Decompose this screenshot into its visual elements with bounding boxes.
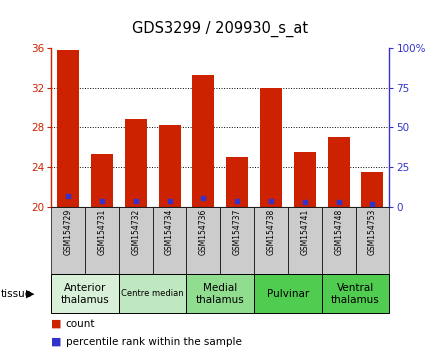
Bar: [356, 207, 389, 274]
Text: Anterior
thalamus: Anterior thalamus: [61, 283, 109, 305]
Bar: [85, 207, 119, 274]
Bar: [322, 207, 356, 274]
Text: GSM154731: GSM154731: [97, 209, 106, 255]
Bar: [288, 207, 322, 274]
Text: GSM154737: GSM154737: [233, 209, 242, 256]
Bar: [119, 207, 153, 274]
Bar: [192, 75, 214, 207]
Text: GDS3299 / 209930_s_at: GDS3299 / 209930_s_at: [132, 21, 308, 37]
Bar: [125, 120, 147, 207]
Text: GSM154732: GSM154732: [131, 209, 140, 255]
Bar: [322, 274, 389, 313]
Bar: [361, 172, 384, 207]
Text: Centre median: Centre median: [121, 289, 184, 298]
Bar: [51, 207, 85, 274]
Text: count: count: [66, 319, 95, 329]
Text: GSM154736: GSM154736: [199, 209, 208, 256]
Bar: [119, 274, 186, 313]
Text: Pulvinar: Pulvinar: [267, 289, 309, 299]
Text: ▶: ▶: [26, 289, 34, 299]
Text: ■: ■: [51, 319, 62, 329]
Text: percentile rank within the sample: percentile rank within the sample: [66, 337, 242, 347]
Bar: [294, 152, 316, 207]
Bar: [57, 50, 79, 207]
Bar: [260, 88, 282, 207]
Bar: [91, 154, 113, 207]
Bar: [254, 207, 288, 274]
Text: tissue: tissue: [1, 289, 32, 299]
Bar: [328, 137, 350, 207]
Text: GSM154753: GSM154753: [368, 209, 377, 256]
Text: GSM154748: GSM154748: [334, 209, 343, 255]
Bar: [226, 157, 248, 207]
Bar: [254, 274, 322, 313]
Text: Medial
thalamus: Medial thalamus: [196, 283, 245, 305]
Text: GSM154729: GSM154729: [64, 209, 73, 255]
Bar: [186, 207, 220, 274]
Bar: [51, 274, 119, 313]
Text: GSM154741: GSM154741: [300, 209, 309, 255]
Text: Ventral
thalamus: Ventral thalamus: [331, 283, 380, 305]
Bar: [220, 207, 254, 274]
Text: GSM154734: GSM154734: [165, 209, 174, 256]
Bar: [158, 125, 181, 207]
Bar: [186, 274, 254, 313]
Text: GSM154738: GSM154738: [267, 209, 275, 255]
Text: ■: ■: [51, 337, 62, 347]
Bar: [153, 207, 186, 274]
